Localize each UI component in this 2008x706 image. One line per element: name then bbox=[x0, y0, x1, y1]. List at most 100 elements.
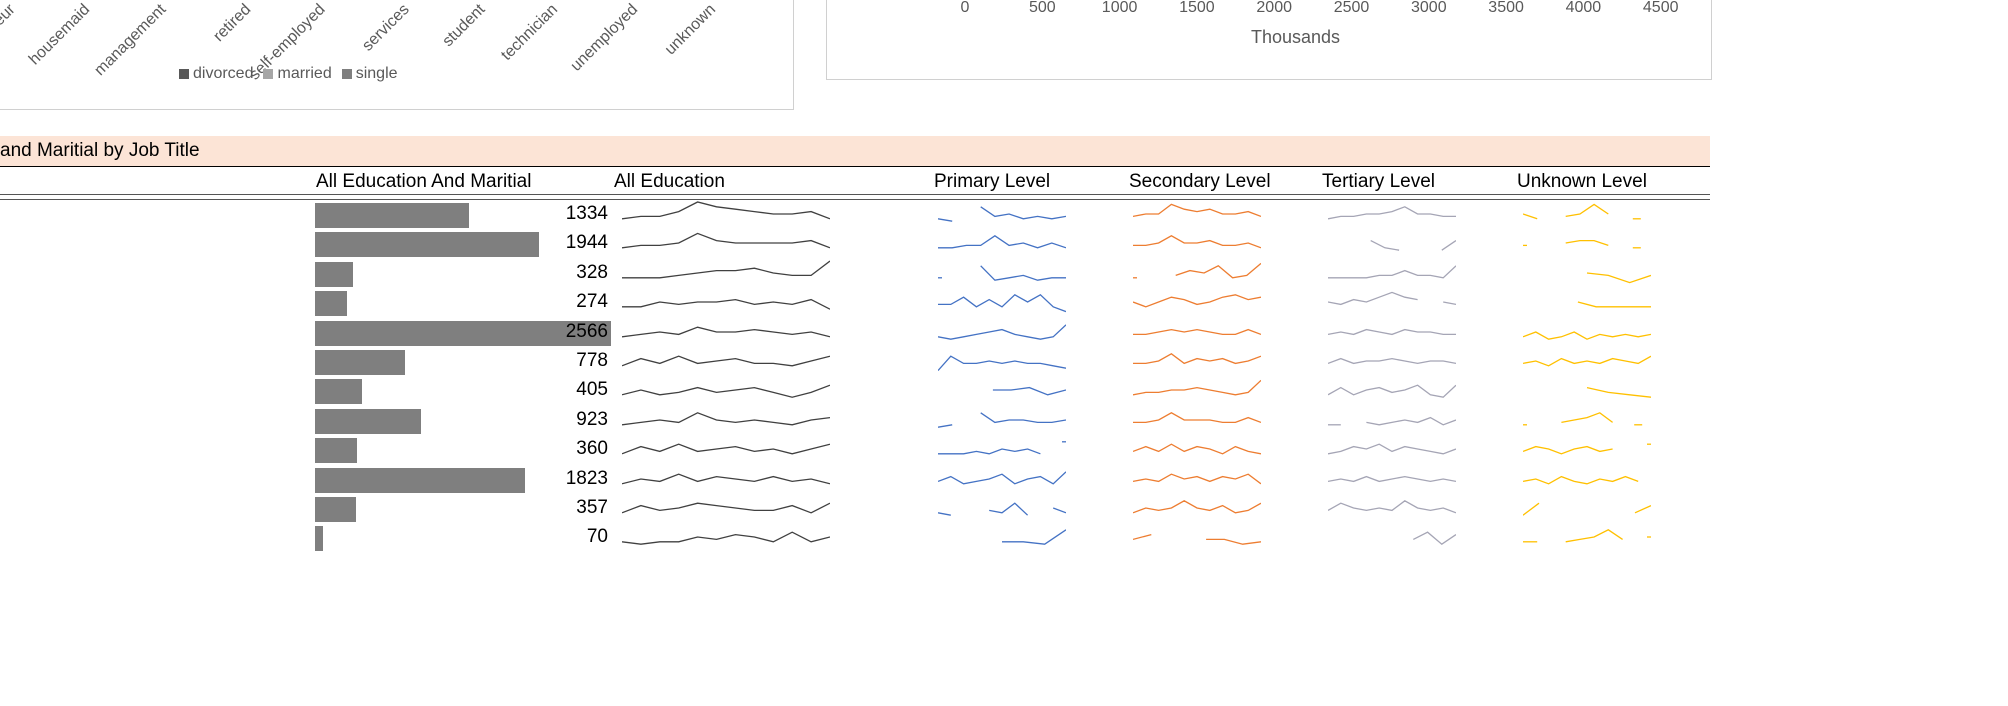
header-unknown-level: Unknown Level bbox=[1517, 171, 1647, 192]
header-secondary-level: Secondary Level bbox=[1129, 171, 1271, 192]
sparkline-tertiary bbox=[1328, 500, 1456, 514]
row-value: 328 bbox=[576, 261, 608, 283]
sparkline-tertiary bbox=[1328, 443, 1456, 455]
value-bar bbox=[315, 261, 353, 287]
sparkline-tertiary bbox=[1328, 206, 1456, 220]
sparkline-primary bbox=[938, 323, 1066, 340]
sparkline-secondary bbox=[1133, 328, 1261, 335]
legend-swatch bbox=[263, 69, 274, 79]
table-row: 328 bbox=[0, 258, 1710, 287]
sparkline-secondary-segment bbox=[1133, 353, 1261, 365]
sparkline-all-education-segment bbox=[622, 201, 830, 220]
sparkline-unknown-segment bbox=[1561, 411, 1613, 423]
sparkline-all-education-segment bbox=[622, 384, 830, 399]
sparkline-tertiary-segment bbox=[1328, 384, 1456, 399]
job-marital-chart[interactable]: entrepreneur housemaid management retired se… bbox=[0, 0, 794, 110]
sparkline-all-education bbox=[622, 443, 830, 455]
value-bar bbox=[315, 350, 405, 375]
sparkline-primary-segment bbox=[938, 355, 1066, 372]
row-value: 405 bbox=[576, 379, 608, 401]
x-tick-label: 1000 bbox=[1101, 0, 1138, 16]
category-label: technician bbox=[498, 1, 562, 64]
sparkline-tertiary bbox=[1328, 357, 1456, 365]
sparkline-all-education bbox=[622, 502, 830, 514]
sparkline-unknown bbox=[1523, 330, 1651, 340]
sparkline-secondary bbox=[1133, 500, 1261, 514]
header-tertiary-level: Tertiary Level bbox=[1322, 171, 1435, 192]
sparkline-primary bbox=[938, 441, 1066, 455]
header-all-education-maritial: All Education And Maritial bbox=[316, 171, 532, 192]
sparkline-secondary bbox=[1133, 473, 1261, 484]
sparkline-primary-segment bbox=[938, 423, 953, 428]
sparkline-tertiary bbox=[1328, 384, 1456, 399]
sparkline-primary-segment bbox=[989, 502, 1029, 516]
sparkline-secondary-segment bbox=[1175, 262, 1261, 279]
x-tick-label: 2500 bbox=[1333, 0, 1370, 16]
sparkline-unknown bbox=[1523, 411, 1643, 426]
sparkline-primary bbox=[938, 294, 1066, 313]
category-label: unemployed bbox=[567, 1, 642, 75]
sparkline-unknown bbox=[1523, 240, 1641, 249]
sparkline-unknown bbox=[1523, 203, 1641, 220]
sparkline-all-education-segment bbox=[622, 411, 830, 426]
sparkline-all-education-segment bbox=[622, 326, 830, 338]
sparkline-tertiary-segment bbox=[1328, 265, 1456, 279]
sparkline-secondary bbox=[1133, 235, 1261, 249]
sparkline-unknown bbox=[1523, 443, 1651, 455]
sparkline-unknown-segment bbox=[1577, 301, 1651, 308]
header-top-border bbox=[0, 166, 1710, 167]
sparkline-primary bbox=[938, 470, 1066, 485]
sparkline-primary-segment bbox=[980, 265, 1066, 281]
table-row: 357 bbox=[0, 493, 1710, 522]
category-label: housemaid bbox=[25, 1, 94, 69]
sparkline-unknown-segment bbox=[1565, 203, 1609, 218]
sparkline-secondary-segment bbox=[1206, 539, 1261, 546]
row-value: 2566 bbox=[565, 320, 608, 342]
table-row: 274 bbox=[0, 287, 1710, 317]
sparkline-primary bbox=[938, 412, 1066, 428]
sparkline-all-education-segment bbox=[622, 502, 830, 514]
x-tick-label: 3000 bbox=[1411, 0, 1447, 16]
sparkline-all-education bbox=[622, 355, 830, 367]
legend-label: married bbox=[277, 65, 332, 82]
table-row: 70 bbox=[0, 522, 1710, 552]
row-value: 357 bbox=[576, 497, 608, 518]
sparkline-secondary bbox=[1133, 353, 1261, 365]
sparkline-all-education bbox=[622, 299, 830, 310]
sparkline-primary bbox=[1002, 529, 1066, 546]
x-tick-label: 3500 bbox=[1488, 0, 1524, 16]
category-label: student bbox=[438, 1, 489, 51]
sparkline-unknown-segment bbox=[1523, 213, 1538, 220]
sparkline-secondary-segment bbox=[1133, 235, 1261, 249]
sparkline-secondary bbox=[1133, 262, 1261, 279]
table-row: 1823 bbox=[0, 464, 1710, 493]
sparkline-secondary-segment bbox=[1133, 203, 1261, 218]
sparkline-tertiary bbox=[1328, 416, 1456, 426]
sparkline-tertiary bbox=[1328, 328, 1456, 335]
sparkline-secondary-segment bbox=[1133, 380, 1261, 396]
header-bottom-border bbox=[0, 194, 1710, 200]
value-bar bbox=[315, 497, 356, 522]
sparkline-primary-segment bbox=[938, 448, 1041, 455]
sparkline-tertiary bbox=[1370, 240, 1456, 252]
sparkline-unknown-segment bbox=[1523, 330, 1651, 340]
sparkline-all-education-segment bbox=[622, 355, 830, 367]
sparkline-unknown bbox=[1523, 529, 1651, 543]
x-tick-label: 0 bbox=[960, 0, 970, 16]
row-value: 923 bbox=[576, 408, 608, 430]
row-value: 1944 bbox=[565, 232, 608, 254]
table-row: 923 bbox=[0, 405, 1710, 434]
thousands-bar-chart[interactable]: 0 500 1000 1500 2000 2500 3000 3500 4000 4500 Tho… bbox=[826, 0, 1712, 80]
sparkline-secondary bbox=[1133, 203, 1261, 218]
sparkline-unknown bbox=[1586, 272, 1651, 284]
legend-swatch bbox=[179, 69, 189, 79]
sparkline-unknown-segment bbox=[1565, 240, 1609, 247]
table-title-band: and Maritial by Job Title bbox=[0, 136, 1710, 166]
sparkline-all-education-segment bbox=[622, 260, 830, 279]
table-row: 778 bbox=[0, 346, 1710, 375]
sparkline-secondary-segment bbox=[1133, 328, 1261, 335]
sparkline-tertiary-segment bbox=[1328, 291, 1418, 306]
sparkline-tertiary-segment bbox=[1328, 475, 1456, 482]
category-label: services bbox=[359, 1, 414, 55]
value-bar bbox=[315, 379, 362, 405]
